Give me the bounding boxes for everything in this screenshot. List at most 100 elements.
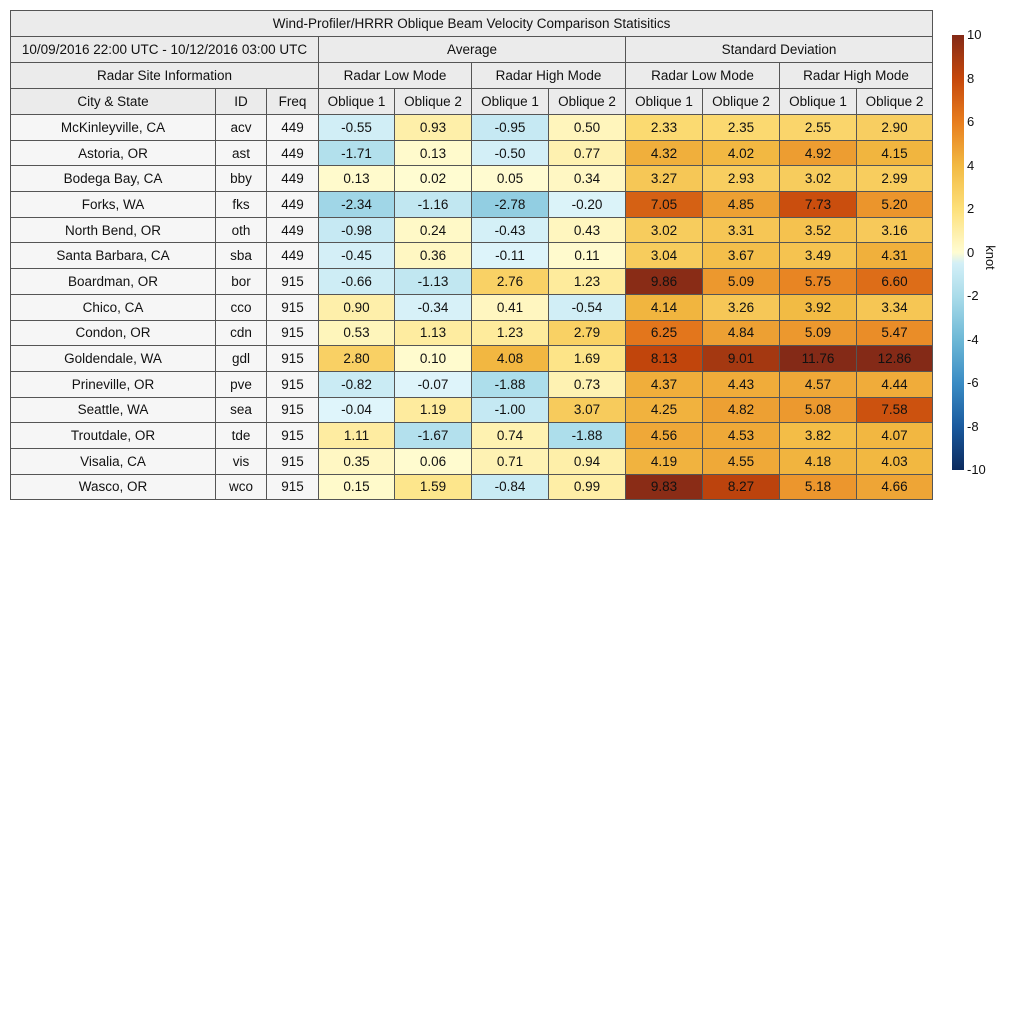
value-cell: 3.92: [779, 293, 857, 321]
table-row: Condon, OR cdn 915 0.53 1.13 1.23 2.79 6.25 4.84…: [10, 319, 934, 347]
value-cell: 4.02: [702, 139, 780, 167]
value-cell: 12.86: [855, 345, 934, 372]
oblique2-header: Oblique 2: [394, 88, 472, 115]
colorbar-tick-label: -4: [967, 331, 979, 347]
value-cell: 4.19: [625, 447, 703, 475]
id-cell: tde: [215, 422, 267, 449]
value-cell: -1.13: [394, 268, 472, 295]
date-range: 10/09/2016 22:00 UTC - 10/12/2016 03:00 …: [10, 36, 319, 63]
value-cell: 5.18: [779, 473, 857, 501]
value-cell: 9.86: [625, 268, 703, 295]
value-cell: 7.58: [855, 396, 934, 424]
oblique1-header: Oblique 1: [471, 88, 549, 115]
value-cell: 4.03: [855, 447, 934, 475]
freq-cell: 449: [266, 191, 319, 218]
colorbar-tick-label: 10: [967, 27, 982, 42]
id-cell: acv: [215, 114, 267, 141]
value-cell: -1.67: [394, 422, 472, 449]
value-cell: 3.52: [779, 216, 857, 244]
avg-high-mode-header: Radar High Mode: [471, 62, 626, 89]
id-cell: fks: [215, 191, 267, 218]
value-cell: -0.98: [318, 216, 395, 244]
value-cell: 4.82: [702, 396, 780, 424]
value-cell: 4.37: [625, 370, 703, 398]
value-cell: -1.88: [471, 370, 549, 398]
value-cell: 1.23: [548, 268, 626, 295]
value-cell: 3.49: [779, 242, 857, 270]
value-cell: -1.00: [471, 396, 549, 424]
value-cell: 0.73: [548, 370, 626, 398]
freq-cell: 915: [266, 370, 319, 398]
value-cell: 3.04: [625, 242, 703, 270]
id-cell: gdl: [215, 345, 267, 372]
colorbar-tick-label: -2: [967, 288, 979, 303]
table-row: McKinleyville, CA acv 449 -0.55 0.93 -0.95 0.5…: [10, 114, 934, 141]
value-cell: 4.07: [855, 422, 934, 449]
oblique1-header: Oblique 1: [625, 88, 703, 115]
oblique2-header: Oblique 2: [855, 88, 934, 115]
value-cell: -0.11: [471, 242, 549, 270]
avg-low-mode-header: Radar Low Mode: [318, 62, 472, 89]
value-cell: 0.13: [318, 165, 395, 193]
oblique2-header: Oblique 2: [702, 88, 780, 115]
colorbar: [952, 35, 964, 470]
value-cell: -1.88: [548, 422, 626, 449]
table-row: North Bend, OR oth 449 -0.98 0.24 -0.43 0.43 3.…: [10, 216, 934, 244]
value-cell: 2.35: [702, 114, 780, 141]
value-cell: 5.75: [779, 268, 857, 295]
value-cell: 8.13: [625, 345, 703, 372]
value-cell: 9.83: [625, 473, 703, 501]
freq-cell: 449: [266, 139, 319, 167]
id-cell: cco: [215, 293, 267, 321]
value-cell: 5.09: [702, 268, 780, 295]
value-cell: 4.55: [702, 447, 780, 475]
city-cell: North Bend, OR: [10, 216, 216, 244]
value-cell: 1.69: [548, 345, 626, 372]
oblique1-header: Oblique 1: [779, 88, 857, 115]
value-cell: 2.55: [779, 114, 857, 141]
city-cell: Astoria, OR: [10, 139, 216, 167]
value-cell: 0.71: [471, 447, 549, 475]
colorbar-tick-label: 2: [967, 201, 975, 216]
table-row: Boardman, OR bor 915 -0.66 -1.13 2.76 1.23 9.86…: [10, 268, 934, 295]
value-cell: 0.99: [548, 473, 626, 501]
value-cell: 3.02: [625, 216, 703, 244]
value-cell: 5.09: [779, 319, 857, 347]
city-cell: Forks, WA: [10, 191, 216, 218]
value-cell: -0.82: [318, 370, 395, 398]
value-cell: 0.24: [394, 216, 472, 244]
value-cell: 4.32: [625, 139, 703, 167]
colorbar-tick-label: -6: [967, 375, 979, 390]
value-cell: -2.34: [318, 191, 395, 218]
id-header: ID: [215, 88, 267, 115]
colorbar-tick-label: 8: [967, 70, 975, 86]
value-cell: 4.25: [625, 396, 703, 424]
value-cell: 4.84: [702, 319, 780, 347]
freq-header: Freq: [266, 88, 319, 115]
colorbar-tick-label: 6: [967, 114, 975, 129]
freq-cell: 915: [266, 447, 319, 475]
value-cell: 1.59: [394, 473, 472, 501]
value-cell: -0.07: [394, 370, 472, 398]
city-cell: Bodega Bay, CA: [10, 165, 216, 193]
freq-cell: 915: [266, 293, 319, 321]
value-cell: 5.20: [855, 191, 934, 218]
value-cell: 7.73: [779, 191, 857, 218]
colorbar-tick-label: 4: [967, 157, 975, 173]
value-cell: -0.45: [318, 242, 395, 270]
city-cell: Chico, CA: [10, 293, 216, 321]
value-cell: -0.95: [471, 114, 549, 141]
value-cell: 0.06: [394, 447, 472, 475]
value-cell: 4.14: [625, 293, 703, 321]
freq-cell: 915: [266, 319, 319, 347]
value-cell: 0.10: [394, 345, 472, 372]
freq-cell: 449: [266, 216, 319, 244]
value-cell: 2.99: [855, 165, 934, 193]
id-cell: wco: [215, 473, 267, 501]
value-cell: 4.18: [779, 447, 857, 475]
id-cell: sba: [215, 242, 267, 270]
value-cell: 4.31: [855, 242, 934, 270]
value-cell: 3.26: [702, 293, 780, 321]
value-cell: 0.02: [394, 165, 472, 193]
value-cell: 0.36: [394, 242, 472, 270]
